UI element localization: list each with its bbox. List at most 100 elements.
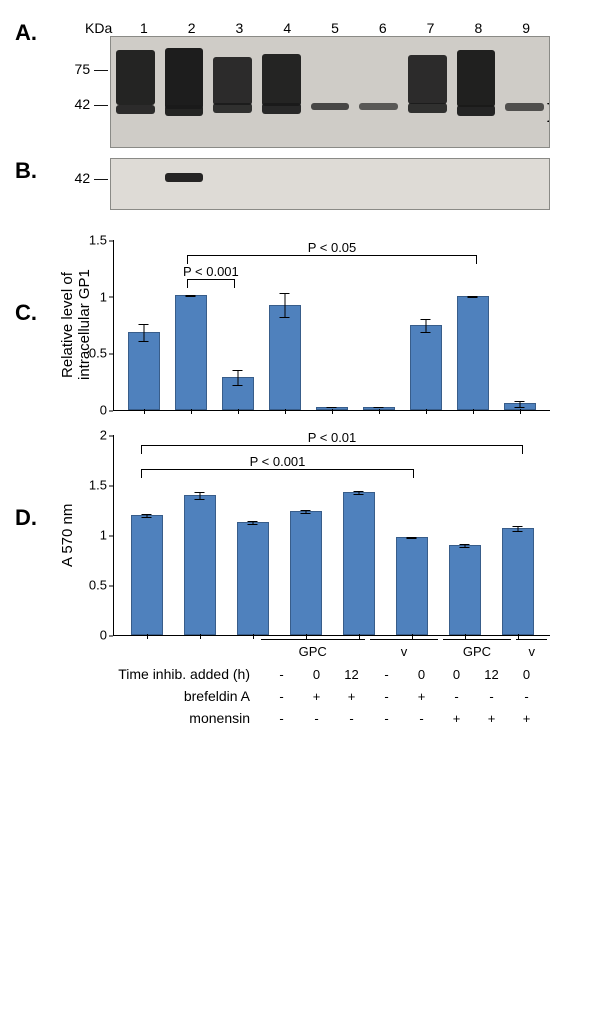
- x-group: v: [370, 635, 437, 659]
- chart-bar: [396, 537, 428, 635]
- x-group-label: v: [516, 642, 547, 659]
- blot-band: [116, 50, 155, 105]
- chart-bar: [237, 522, 269, 635]
- chart-c-ylabel: Relative level of intracellular GP1: [55, 240, 83, 410]
- error-bar: [284, 293, 285, 318]
- chart-bar: [457, 296, 489, 410]
- chart-bar: [184, 495, 216, 635]
- x-group-row: GPC v GPC v: [105, 635, 550, 663]
- x-group-label: v: [370, 642, 437, 659]
- lane-number: 4: [263, 20, 311, 36]
- chart-bar: [504, 403, 536, 410]
- pval-text: P < 0.001: [183, 264, 239, 279]
- blot-band: [457, 50, 496, 107]
- lane-number: 5: [311, 20, 359, 36]
- bar-tick: [144, 409, 145, 414]
- end-bracket-icon: }: [547, 101, 550, 124]
- error-bar: [237, 370, 238, 386]
- chart-bar: [131, 515, 163, 635]
- lane-number: 9: [502, 20, 550, 36]
- blot-a-markers: 75 —42 —: [55, 36, 110, 146]
- x-group-label: GPC: [261, 642, 365, 659]
- error-bar: [143, 324, 144, 342]
- panel-d: D. A 570 nm 00.511.52 P < 0.001P < 0.01 …: [15, 435, 585, 729]
- blot-band: [213, 103, 252, 113]
- chart-bar: [175, 295, 207, 410]
- y-tick: 1.5: [89, 478, 107, 493]
- error-bar: [426, 319, 427, 333]
- blot-b-content: 42 —: [55, 158, 585, 210]
- chart-d-plot: P < 0.001P < 0.01: [113, 435, 550, 636]
- lane-number: 7: [407, 20, 455, 36]
- x-cell: 0: [512, 667, 542, 682]
- bar-tick: [332, 409, 333, 414]
- blot-band: [505, 103, 544, 111]
- panel-a: A. KDa 123456789 75 —42 — } end.: [15, 20, 585, 148]
- chart-c-yticks: 00.511.5: [83, 240, 113, 410]
- x-cell: -: [372, 711, 402, 726]
- lane-number: 3: [216, 20, 264, 36]
- chart-d-ylabel: A 570 nm: [55, 435, 83, 635]
- chart-bar: [449, 545, 481, 635]
- x-row-label: monensin: [105, 710, 258, 726]
- y-tick: 1.5: [89, 233, 107, 248]
- blot-a-area: 75 —42 — } end.: [55, 36, 585, 148]
- error-bar: [305, 510, 306, 514]
- bar-tick: [191, 409, 192, 414]
- x-cell: 0: [407, 667, 437, 682]
- x-cell: +: [477, 711, 507, 726]
- error-bar: [520, 401, 521, 408]
- x-cell: 12: [477, 667, 507, 682]
- x-cell: 12: [337, 667, 367, 682]
- x-row-label: brefeldin A: [105, 688, 258, 704]
- pval-text: P < 0.001: [250, 454, 306, 469]
- blot-b-area: 42 —: [55, 158, 585, 210]
- x-cell: +: [442, 711, 472, 726]
- bar-tick: [520, 409, 521, 414]
- chart-bar: [290, 511, 322, 635]
- blot-band: [457, 105, 496, 116]
- x-group: GPC: [443, 635, 510, 659]
- chart-bar: [343, 492, 375, 635]
- blot-a-lane-row: KDa 123456789: [55, 20, 585, 36]
- end-label: } end.: [547, 101, 550, 124]
- chart-c-content: Relative level of intracellular GP1 00.5…: [55, 240, 585, 410]
- x-cell: +: [302, 689, 332, 704]
- bar-tick: [253, 634, 254, 639]
- blot-band: [311, 103, 350, 110]
- mw-marker: 75 —: [75, 61, 108, 77]
- blot-band: [408, 55, 447, 105]
- chart-d-content: A 570 nm 00.511.52 P < 0.001P < 0.01 GPC…: [55, 435, 585, 729]
- pval-text: P < 0.01: [308, 430, 357, 445]
- x-cell: -: [407, 711, 437, 726]
- blot-band: [213, 57, 252, 105]
- x-cell: -: [372, 689, 402, 704]
- pval-bracket: [141, 445, 523, 447]
- error-bar: [411, 537, 412, 539]
- x-group-label: GPC: [443, 642, 510, 659]
- error-bar: [199, 492, 200, 500]
- chart-c-plot: P < 0.001 P < 0.05: [113, 240, 550, 411]
- panel-c: C. Relative level of intracellular GP1 0…: [15, 240, 585, 410]
- x-cell: -: [337, 711, 367, 726]
- chart-bar: [128, 332, 160, 410]
- x-cell: -: [267, 689, 297, 704]
- lane-number: 1: [120, 20, 168, 36]
- panel-label-b: B.: [15, 158, 55, 184]
- chart-d-yticks: 00.511.52: [83, 435, 113, 635]
- y-tick: 0: [100, 628, 107, 643]
- blot-band: [262, 54, 301, 107]
- bar-tick: [285, 409, 286, 414]
- bar-tick: [238, 409, 239, 414]
- blot-band: [359, 103, 398, 110]
- y-tick: 1: [100, 289, 107, 304]
- x-cell: +: [512, 711, 542, 726]
- pval-text: P < 0.05: [308, 240, 357, 255]
- y-tick: 2: [100, 428, 107, 443]
- y-tick: 0.5: [89, 346, 107, 361]
- x-cell: -: [267, 667, 297, 682]
- chart-d-bars: [114, 435, 550, 635]
- blot-band: [262, 103, 301, 114]
- blot-b-image: [110, 158, 550, 210]
- chart-bar: [363, 407, 395, 410]
